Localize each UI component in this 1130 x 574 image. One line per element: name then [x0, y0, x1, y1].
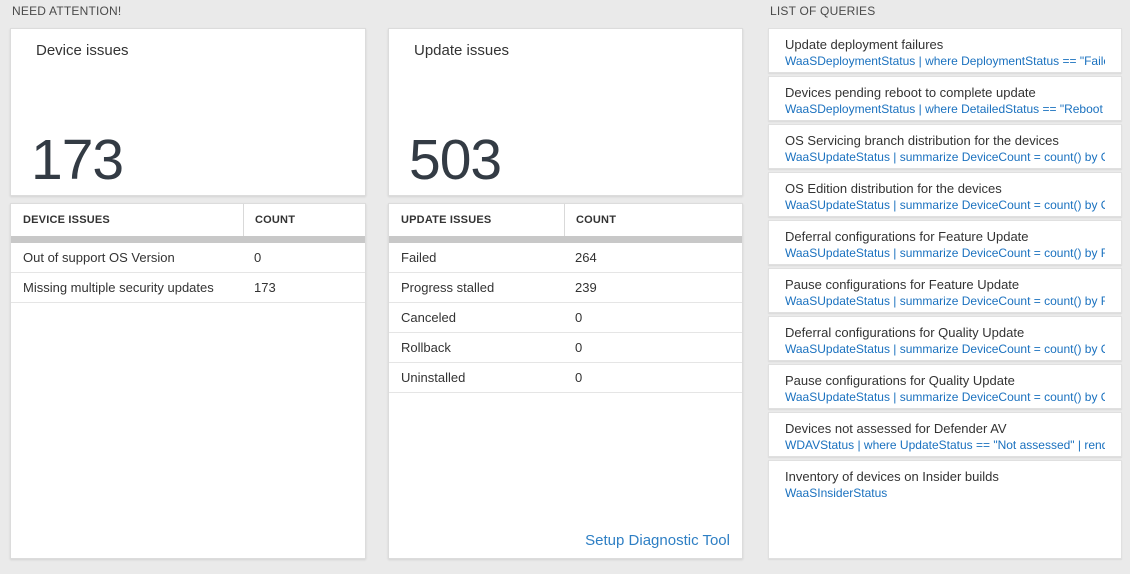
query-link[interactable]: WaaSUpdateStatus | summarize DeviceCount… — [785, 246, 1105, 260]
device-issues-count: 173 — [31, 128, 124, 192]
update-issues-table: UPDATE ISSUES COUNT Failed 264 Progress … — [388, 203, 743, 559]
query-link[interactable]: WaaSInsiderStatus — [785, 486, 888, 500]
query-link[interactable]: WaaSUpdateStatus | summarize DeviceCount… — [785, 294, 1105, 308]
update-issues-tile-title: Update issues — [414, 42, 510, 59]
query-item[interactable]: Devices not assessed for Defender AV WDA… — [768, 412, 1122, 457]
table-row[interactable]: Missing multiple security updates 173 — [11, 273, 365, 303]
update-issues-table-header: UPDATE ISSUES COUNT — [389, 204, 742, 236]
row-count: 239 — [575, 280, 597, 295]
query-item[interactable]: Pause configurations for Quality Update … — [768, 364, 1122, 409]
need-attention-section-header: NEED ATTENTION! — [12, 4, 122, 18]
query-link[interactable]: WaaSUpdateStatus | summarize DeviceCount… — [785, 198, 1105, 212]
device-issues-tile-title: Device issues — [36, 42, 129, 59]
table-row[interactable]: Failed 264 — [389, 243, 742, 273]
query-item[interactable]: Deferral configurations for Quality Upda… — [768, 316, 1122, 361]
query-link[interactable]: WaaSUpdateStatus | summarize DeviceCount… — [785, 342, 1105, 356]
row-label: Failed — [401, 250, 437, 265]
query-link[interactable]: WaaSUpdateStatus | summarize DeviceCount… — [785, 150, 1105, 164]
row-label: Uninstalled — [401, 370, 466, 385]
row-label: Missing multiple security updates — [23, 280, 214, 295]
count-column-header: COUNT — [243, 204, 365, 236]
query-link[interactable]: WaaSUpdateStatus | summarize DeviceCount… — [785, 390, 1105, 404]
table-row[interactable]: Uninstalled 0 — [389, 363, 742, 393]
update-issues-column-header: UPDATE ISSUES — [401, 214, 492, 226]
row-label: Rollback — [401, 340, 451, 355]
table-row[interactable]: Rollback 0 — [389, 333, 742, 363]
row-count: 173 — [254, 280, 276, 295]
device-issues-table: DEVICE ISSUES COUNT Out of support OS Ve… — [10, 203, 366, 559]
query-title: Inventory of devices on Insider builds — [785, 469, 999, 484]
row-label: Canceled — [401, 310, 456, 325]
query-title: Deferral configurations for Quality Upda… — [785, 325, 1025, 340]
count-column-header: COUNT — [564, 204, 742, 236]
device-issues-table-header: DEVICE ISSUES COUNT — [11, 204, 365, 236]
query-title: Devices not assessed for Defender AV — [785, 421, 1007, 436]
query-item[interactable]: Update deployment failures WaaSDeploymen… — [768, 28, 1122, 73]
query-link[interactable]: WDAVStatus | where UpdateStatus == "Not … — [785, 438, 1105, 452]
setup-diagnostic-tool-link[interactable]: Setup Diagnostic Tool — [585, 532, 730, 549]
query-title: Pause configurations for Quality Update — [785, 373, 1015, 388]
queries-list: Update deployment failures WaaSDeploymen… — [768, 28, 1122, 559]
horizontal-scrollbar[interactable] — [389, 236, 742, 243]
row-count: 0 — [575, 310, 583, 325]
row-count: 0 — [575, 340, 583, 355]
row-label: Out of support OS Version — [23, 250, 175, 265]
query-item[interactable]: Deferral configurations for Feature Upda… — [768, 220, 1122, 265]
row-count: 0 — [254, 250, 262, 265]
list-of-queries-section-header: LIST OF QUERIES — [770, 4, 876, 18]
row-label: Progress stalled — [401, 280, 495, 295]
query-title: Deferral configurations for Feature Upda… — [785, 229, 1029, 244]
query-link[interactable]: WaaSDeploymentStatus | where DeploymentS… — [785, 54, 1105, 68]
query-item[interactable]: Inventory of devices on Insider builds W… — [768, 460, 1122, 559]
table-row[interactable]: Canceled 0 — [389, 303, 742, 333]
query-title: OS Servicing branch distribution for the… — [785, 133, 1059, 148]
table-row[interactable]: Out of support OS Version 0 — [11, 243, 365, 273]
query-link[interactable]: WaaSDeploymentStatus | where DetailedSta… — [785, 102, 1105, 116]
row-count: 0 — [575, 370, 583, 385]
query-title: Devices pending reboot to complete updat… — [785, 85, 1036, 100]
query-title: Update deployment failures — [785, 37, 944, 52]
query-item[interactable]: OS Servicing branch distribution for the… — [768, 124, 1122, 169]
update-issues-count: 503 — [409, 128, 502, 192]
table-row[interactable]: Progress stalled 239 — [389, 273, 742, 303]
device-issues-column-header: DEVICE ISSUES — [23, 214, 110, 226]
query-item[interactable]: Pause configurations for Feature Update … — [768, 268, 1122, 313]
query-item[interactable]: Devices pending reboot to complete updat… — [768, 76, 1122, 121]
row-count: 264 — [575, 250, 597, 265]
query-item[interactable]: OS Edition distribution for the devices … — [768, 172, 1122, 217]
query-title: OS Edition distribution for the devices — [785, 181, 1002, 196]
horizontal-scrollbar[interactable] — [11, 236, 365, 243]
device-issues-tile[interactable]: Device issues 173 — [10, 28, 366, 196]
update-issues-tile[interactable]: Update issues 503 — [388, 28, 743, 196]
query-title: Pause configurations for Feature Update — [785, 277, 1020, 292]
